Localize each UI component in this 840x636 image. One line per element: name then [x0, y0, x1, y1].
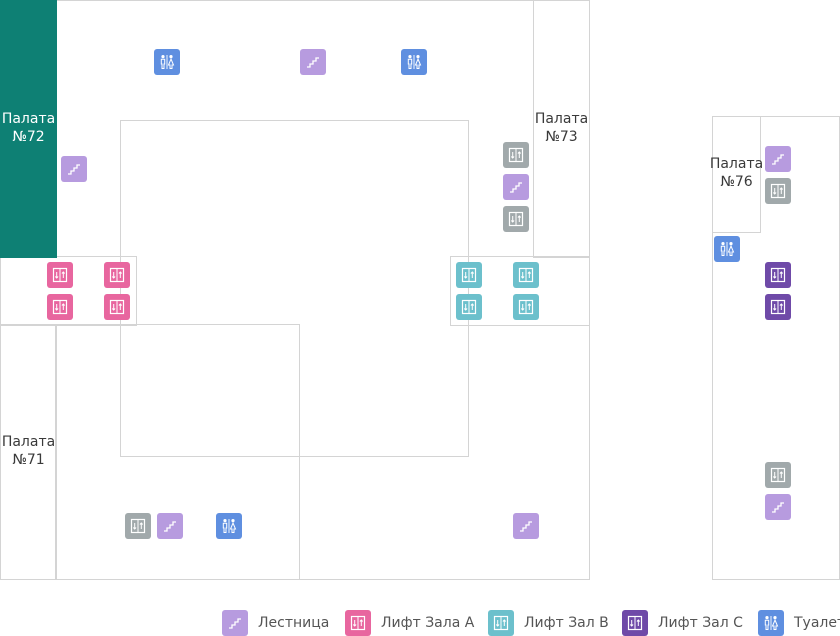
legend-item-lift-b[interactable]: Лифт Зал В [488, 609, 609, 636]
south-room [55, 324, 300, 580]
elevator-icon [769, 466, 787, 484]
restroom-icon [718, 240, 736, 258]
elevator-b-marker[interactable] [456, 294, 482, 320]
stairs-icon [517, 517, 535, 535]
elevator-icon [51, 298, 69, 316]
elevator-marker[interactable] [125, 513, 151, 539]
restroom-icon [405, 53, 423, 71]
elevator-a-marker[interactable] [104, 262, 130, 288]
ward-72[interactable]: Палата №72 [0, 0, 57, 258]
stairs-marker[interactable] [157, 513, 183, 539]
lift-hall-b [450, 256, 590, 326]
ward-73[interactable] [533, 0, 590, 258]
stairs-marker[interactable] [513, 513, 539, 539]
elevator-a-marker[interactable] [104, 294, 130, 320]
ward-73-label: Палата №73 [534, 111, 589, 145]
elevator-icon [769, 298, 787, 316]
legend-item-lift-c[interactable]: Лифт Зал С [622, 609, 743, 636]
restroom-icon [220, 517, 238, 535]
legend-item-stairs[interactable]: Лестница [222, 609, 329, 636]
elevator-marker[interactable] [503, 142, 529, 168]
stairs-marker[interactable] [765, 146, 791, 172]
elevator-icon [507, 146, 525, 164]
stairs-marker[interactable] [765, 494, 791, 520]
ward-72-label: Палата №72 [1, 111, 56, 145]
elevator-icon [108, 266, 126, 284]
legend-label: Лифт Зал В [524, 614, 609, 631]
elevator-icon [769, 266, 787, 284]
map-legend: Лестница Лифт Зала А Лифт Зал В Лифт Зал… [0, 609, 840, 636]
elevator-icon [622, 609, 648, 636]
floor-map[interactable]: Палата №72 Палата №73 Палата №71 Палата … [0, 0, 840, 600]
toilet-marker[interactable] [714, 236, 740, 262]
elevator-marker[interactable] [503, 206, 529, 232]
stairs-icon [222, 609, 248, 636]
legend-label: Лифт Зал С [658, 614, 743, 631]
stairs-icon [507, 178, 525, 196]
legend-item-lift-a[interactable]: Лифт Зала А [345, 609, 474, 636]
elevator-icon [460, 266, 478, 284]
elevator-icon [507, 210, 525, 228]
elevator-icon [517, 298, 535, 316]
stairs-icon [769, 498, 787, 516]
ward-76-label: Палата №76 [709, 156, 764, 190]
restroom-icon [158, 53, 176, 71]
stairs-marker[interactable] [503, 174, 529, 200]
legend-label: Туалет [794, 614, 840, 631]
toilet-marker[interactable] [216, 513, 242, 539]
stairs-marker[interactable] [61, 156, 87, 182]
toilet-marker[interactable] [154, 49, 180, 75]
ward-71[interactable] [0, 324, 57, 580]
elevator-icon [129, 517, 147, 535]
elevator-b-marker[interactable] [513, 294, 539, 320]
stairs-marker[interactable] [300, 49, 326, 75]
ward-76[interactable] [712, 116, 761, 233]
elevator-icon [51, 266, 69, 284]
inner-courtyard [120, 120, 469, 457]
elevator-c-marker[interactable] [765, 294, 791, 320]
elevator-marker[interactable] [765, 178, 791, 204]
legend-label: Лестница [258, 614, 330, 631]
toilet-marker[interactable] [401, 49, 427, 75]
legend-label: Лифт Зала А [381, 614, 475, 631]
legend-item-toilet[interactable]: Туалет [758, 609, 840, 636]
elevator-a-marker[interactable] [47, 294, 73, 320]
restroom-icon [758, 609, 784, 636]
elevator-b-marker[interactable] [513, 262, 539, 288]
elevator-icon [345, 609, 371, 636]
ward-71-label: Палата №71 [1, 434, 56, 468]
elevator-icon [460, 298, 478, 316]
elevator-icon [517, 266, 535, 284]
stairs-icon [161, 517, 179, 535]
elevator-icon [108, 298, 126, 316]
stairs-icon [769, 150, 787, 168]
elevator-icon [769, 182, 787, 200]
stairs-icon [65, 160, 83, 178]
elevator-icon [488, 609, 514, 636]
elevator-marker[interactable] [765, 462, 791, 488]
elevator-a-marker[interactable] [47, 262, 73, 288]
lift-hall-a [0, 256, 137, 326]
stairs-icon [304, 53, 322, 71]
elevator-b-marker[interactable] [456, 262, 482, 288]
elevator-c-marker[interactable] [765, 262, 791, 288]
